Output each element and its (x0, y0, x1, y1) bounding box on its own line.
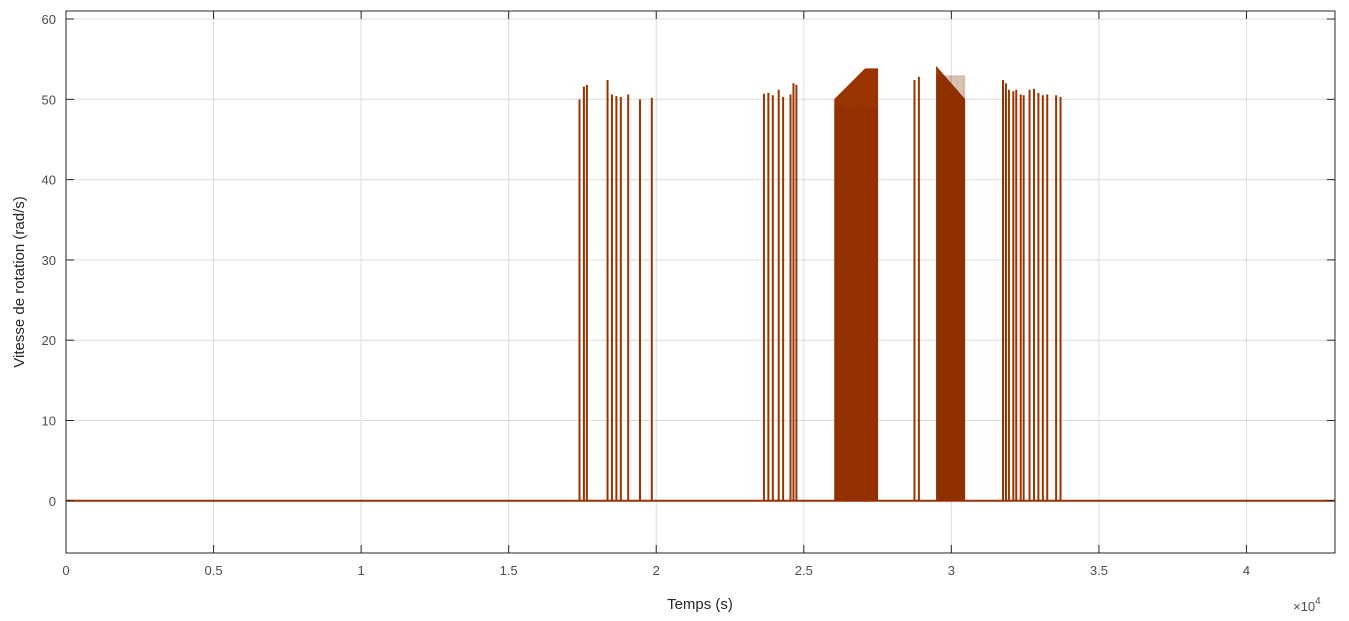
x-multiplier: ×104 (1293, 596, 1321, 614)
x-multiplier-base: ×10 (1293, 599, 1315, 614)
x-multiplier-exponent: 4 (1315, 596, 1321, 607)
y-tick-label: 60 (42, 12, 56, 27)
x-tick-label: 2.5 (795, 563, 813, 578)
y-tick-label: 50 (42, 92, 56, 107)
plot-frame (65, 10, 1336, 554)
x-tick-label: 2 (653, 563, 660, 578)
dense-burst (834, 68, 879, 502)
y-tick-label: 10 (42, 414, 56, 429)
y-tick-label: 0 (49, 494, 56, 509)
y-tick-label: 30 (42, 253, 56, 268)
x-tick-label: 0 (62, 563, 69, 578)
x-tick-label: 0.5 (205, 563, 223, 578)
y-axis-label: Vitesse de rotation (rad/s) (11, 196, 28, 367)
x-tick-label: 1.5 (500, 563, 518, 578)
dense-burst (936, 65, 966, 502)
x-axis-label: Temps (s) (667, 596, 733, 613)
x-tick-label: 3.5 (1090, 563, 1108, 578)
x-tick-label: 4 (1243, 563, 1250, 578)
y-tick-label: 40 (42, 173, 56, 188)
data-series (66, 65, 1335, 502)
x-tick-label: 1 (357, 563, 364, 578)
y-tick-label: 20 (42, 333, 56, 348)
plot-area (66, 11, 1335, 553)
x-tick-label: 3 (948, 563, 955, 578)
